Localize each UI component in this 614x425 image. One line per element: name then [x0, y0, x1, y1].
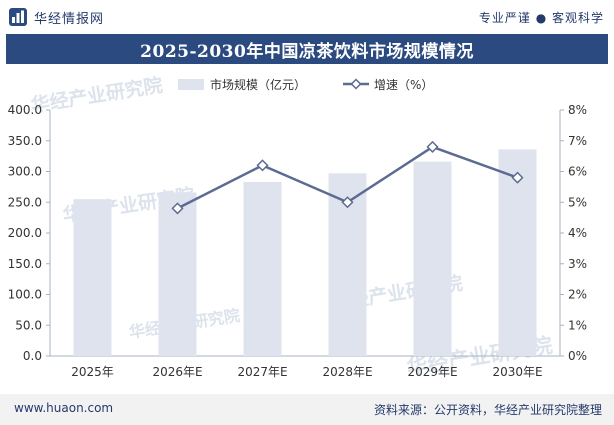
- chart-title: 2025-2030年中国凉茶饮料市场规模情况: [140, 41, 474, 62]
- footer: www.huaon.com 资料来源：公开资料，华经产业研究院整理: [0, 394, 614, 425]
- top-bar: 华经情报网 专业严谨 ● 客观科学: [0, 0, 614, 34]
- bar-series: [73, 149, 537, 356]
- y-right-tick-label: 1%: [568, 318, 587, 332]
- x-tick-label: 2028年E: [322, 365, 372, 379]
- y-left-tick-label: 100.0: [8, 288, 42, 302]
- title-bar: 2025-2030年中国凉茶饮料市场规模情况: [6, 34, 608, 64]
- footer-url-link[interactable]: www.huaon.com: [14, 401, 114, 415]
- y-right-tick-label: 4%: [568, 226, 587, 240]
- y-right-tick-label: 0%: [568, 349, 587, 363]
- y-right-tick-label: 8%: [568, 103, 587, 117]
- y-left-tick-label: 300.0: [8, 165, 42, 179]
- line-point: [511, 171, 524, 184]
- x-tick-label: 2027年E: [237, 365, 287, 379]
- x-tick-label: 2029年E: [407, 365, 457, 379]
- y-left-tick-label: 200.0: [8, 226, 42, 240]
- brand-logo-icon: [9, 8, 27, 26]
- bar: [498, 149, 537, 356]
- y-left-tick-label: 150.0: [8, 257, 42, 271]
- brand-name: 华经情报网: [34, 11, 105, 27]
- legend-marker-icon: [350, 78, 362, 90]
- bar: [413, 161, 452, 356]
- legend-label-line: 增速（%）: [374, 78, 433, 92]
- y-right-tick-label: 5%: [568, 195, 587, 209]
- y-right-tick-label: 2%: [568, 288, 587, 302]
- y-left-tick-labels: 400.0 350.0 300.0 250.0 200.0 150.0 100.0 50.0 0…: [8, 103, 50, 363]
- y-right-tick-label: 6%: [568, 165, 587, 179]
- line-point: [171, 202, 184, 215]
- line-point: [426, 140, 439, 153]
- legend-swatch-bars: [178, 79, 204, 90]
- x-tick-labels: 2025年 2026年E 2027年E 2028年E 2029年E 2030年E: [71, 365, 542, 379]
- y-left-tick-label: 400.0: [8, 103, 42, 117]
- line-point: [256, 159, 269, 172]
- x-tick-label: 2030年E: [492, 365, 542, 379]
- legend-label-bars: 市场规模（亿元）: [210, 77, 306, 92]
- y-left-tick-label: 50.0: [15, 318, 42, 332]
- x-tick-label: 2026年E: [152, 365, 202, 379]
- chart: 华经产业研究院华经产业研究院华经产业研究院华经产业研究院华经产业研究院 市场规模…: [8, 73, 587, 380]
- brand[interactable]: 华经情报网: [8, 7, 104, 27]
- y-right-tick-label: 3%: [568, 257, 587, 271]
- y-right-tick-labels: 8% 7% 6% 5% 4% 3% 2% 1% 0%: [560, 103, 587, 363]
- footer-source: 资料来源：公开资料，华经产业研究院整理: [373, 403, 602, 417]
- line-point: [341, 196, 354, 209]
- growth-line-series: [171, 140, 524, 215]
- y-left-tick-label: 350.0: [8, 134, 42, 148]
- bar: [158, 192, 197, 356]
- y-right-tick-label: 7%: [568, 134, 587, 148]
- bar: [243, 181, 282, 356]
- bar: [73, 199, 112, 356]
- y-left-tick-label: 250.0: [8, 195, 42, 209]
- legend: 市场规模（亿元） 增速（%）: [178, 77, 433, 92]
- slogan: 专业严谨 ● 客观科学: [478, 11, 604, 25]
- y-left-tick-label: 0.0: [23, 349, 42, 363]
- x-tick-label: 2025年: [71, 365, 114, 379]
